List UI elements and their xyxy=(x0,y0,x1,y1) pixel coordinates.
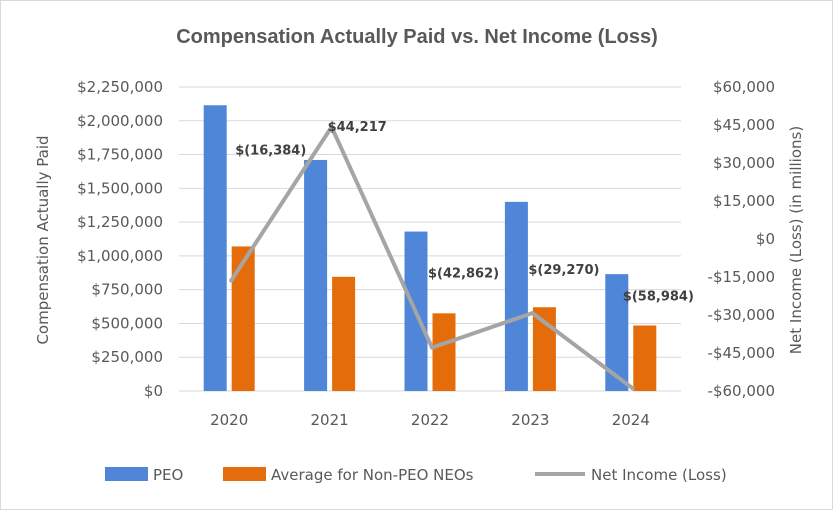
legend: PEO Average for Non-PEO NEOs Net Income (L… xyxy=(105,466,727,484)
left-tick-label: $1,000,000 xyxy=(77,247,163,265)
x-tick-label: 2021 xyxy=(311,411,349,429)
legend-swatch xyxy=(105,467,148,481)
peo-bar xyxy=(203,105,227,392)
non-peo-neo-bar xyxy=(633,325,657,391)
right-tick-label: $15,000 xyxy=(713,192,775,210)
right-tick-label: -$60,000 xyxy=(708,382,775,400)
left-tick-label: $250,000 xyxy=(91,348,163,366)
right-tick-label: $45,000 xyxy=(713,116,775,134)
data-labels: $(16,384) $44,217 $(42,862) $(29,270) $(58,9… xyxy=(235,120,694,304)
right-tick-label: $0 xyxy=(756,230,775,248)
right-tick-label: -$45,000 xyxy=(708,344,775,362)
peo-bar xyxy=(605,274,629,391)
net-income-point xyxy=(530,311,535,316)
legend-swatch xyxy=(223,467,266,481)
net-income-point xyxy=(630,386,635,391)
y-axis-label-right: Net Income (Loss) (in millions) xyxy=(787,126,805,354)
net-income-data-label: $(16,384) xyxy=(235,144,306,159)
y-axis-label-left: Compensation Actually Paid xyxy=(34,135,52,344)
left-tick-label: $500,000 xyxy=(91,314,163,332)
x-tick-label: 2024 xyxy=(612,411,650,429)
net-income-point xyxy=(229,278,234,283)
left-tick-label: $2,250,000 xyxy=(77,78,163,96)
x-tick-label: 2020 xyxy=(210,411,248,429)
net-income-data-label: $(29,270) xyxy=(528,263,599,278)
left-tick-label: $750,000 xyxy=(91,281,163,299)
left-tick-label: $2,000,000 xyxy=(77,112,163,130)
legend-label: Average for Non-PEO NEOs xyxy=(271,466,474,484)
non-peo-neo-bar xyxy=(332,276,356,391)
peo-bar xyxy=(304,159,328,391)
left-tick-label: $1,250,000 xyxy=(77,213,163,231)
legend-label: Net Income (Loss) xyxy=(591,466,727,484)
net-income-line-layer xyxy=(229,124,635,391)
net-income-point xyxy=(329,124,334,129)
left-axis-ticks: $0 $250,000 $500,000 $750,000 $1,000,000 $1,2… xyxy=(77,78,163,400)
right-tick-label: $30,000 xyxy=(713,154,775,172)
non-peo-neo-bar xyxy=(432,313,456,391)
right-tick-label: -$15,000 xyxy=(708,268,775,286)
net-income-data-label: $(42,862) xyxy=(428,267,499,282)
right-tick-label: $60,000 xyxy=(713,78,775,96)
net-income-data-label: $44,217 xyxy=(328,120,387,135)
left-tick-label: $1,500,000 xyxy=(77,179,163,197)
left-tick-label: $0 xyxy=(144,382,163,400)
chart-title: Compensation Actually Paid vs. Net Incom… xyxy=(176,26,658,48)
x-tick-label: 2022 xyxy=(411,411,449,429)
right-axis-ticks: -$60,000 -$45,000 -$30,000 -$15,000 $0 $15,00… xyxy=(708,78,775,400)
right-tick-label: -$30,000 xyxy=(708,306,775,324)
gridlines xyxy=(179,86,681,392)
left-tick-label: $1,750,000 xyxy=(77,146,163,164)
legend-label: PEO xyxy=(153,466,183,484)
x-axis-ticks: 2020 2021 2022 2023 2024 xyxy=(210,411,650,429)
non-peo-neo-bar xyxy=(231,246,255,391)
peo-bar xyxy=(504,201,528,391)
net-income-point xyxy=(430,345,434,350)
net-income-data-label: $(58,984) xyxy=(623,289,694,304)
x-tick-label: 2023 xyxy=(511,411,549,429)
